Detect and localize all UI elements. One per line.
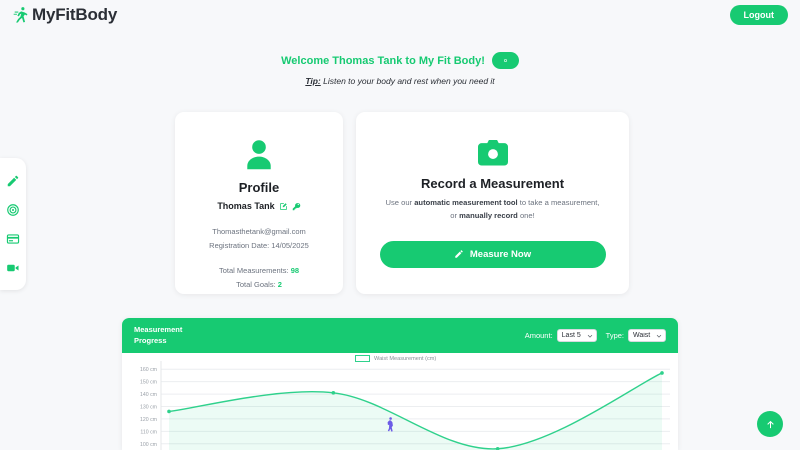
welcome-section: Welcome Thomas Tank to My Fit Body! Tip:… [0, 52, 800, 86]
profile-card-title: Profile [238, 180, 280, 195]
user-avatar-icon [247, 140, 271, 170]
chart-line-series [168, 372, 663, 450]
tip-row: Tip: Listen to your body and rest when y… [0, 76, 800, 86]
sidebar-item-video[interactable] [4, 259, 22, 277]
dashboard-cards: Profile Thomas Tank Thomasthetank@gmail.… [175, 112, 629, 294]
chart-ytick-labels: 160 cm 150 cm 140 cm 130 cm 120 cm 110 cm 100 … [140, 367, 157, 448]
measurement-progress-panel: Measurement Progress Amount: Last 5 Type… [122, 318, 678, 450]
ytick-label: 100 cm [140, 442, 157, 448]
ytick-label: 140 cm [140, 392, 157, 398]
chart-legend: Waist Measurement (cm) [355, 355, 436, 362]
desc-part-2: to take a measurement, or [450, 198, 600, 220]
data-point[interactable] [660, 371, 664, 375]
desc-bold-2: manually record [459, 210, 518, 220]
brand-logo[interactable]: MyFitBody [12, 5, 117, 25]
type-control: Type: Waist [606, 329, 666, 342]
tip-label: Tip: [305, 76, 321, 86]
ytick-label: 160 cm [140, 367, 157, 373]
profile-email: Thomasthetank@gmail.com [212, 227, 306, 236]
top-bar: MyFitBody Logout [0, 0, 800, 30]
ytick-label: 150 cm [140, 380, 157, 386]
chart-gridlines [161, 368, 670, 445]
record-measurement-description: Use our automatic measurement tool to ta… [370, 197, 615, 223]
scroll-to-top-button[interactable] [757, 411, 783, 437]
chart-title: Measurement Progress [134, 325, 183, 345]
data-point[interactable] [167, 409, 171, 414]
measure-now-button[interactable]: Measure Now [379, 240, 606, 268]
type-select[interactable]: Waist [628, 329, 666, 342]
cursor-avatar-icon [387, 417, 393, 432]
amount-control: Amount: Last 5 [525, 329, 597, 342]
desc-part-1: Use our [385, 198, 415, 207]
total-goals-row: Total Goals: 2 [189, 278, 329, 292]
chart-controls: Amount: Last 5 Type: Waist [525, 329, 666, 342]
record-measurement-card: Record a Measurement Use our automatic m… [356, 112, 629, 294]
chart-data-points[interactable] [167, 371, 664, 450]
profile-meta: Thomasthetank@gmail.com Registration Dat… [189, 225, 329, 253]
data-point[interactable] [495, 446, 500, 450]
profile-name-row: Thomas Tank [189, 201, 329, 211]
desc-bold-1: automatic measurement tool [414, 198, 518, 207]
welcome-title: Welcome Thomas Tank to My Fit Body! [281, 54, 485, 67]
profile-card: Profile Thomas Tank Thomasthetank@gmail.… [175, 112, 343, 294]
profile-stats: Total Measurements: 98 Total Goals: 2 [189, 264, 329, 292]
profile-registration-date: Registration Date: 14/05/2025 [209, 240, 309, 250]
tip-text: Listen to your body and rest when you ne… [323, 76, 495, 86]
record-measurement-title: Record a Measurement [420, 176, 565, 191]
chart-body: 160 cm 150 cm 140 cm 130 cm 120 cm 110 cm 100 … [122, 353, 678, 450]
total-measurements-label: Total Measurements: [218, 265, 289, 275]
total-goals-label: Total Goals: [236, 279, 276, 289]
chart-header: Measurement Progress Amount: Last 5 Type… [122, 318, 678, 353]
sidebar-item-measure[interactable] [4, 172, 22, 190]
sidebar-item-goals[interactable] [4, 201, 22, 219]
gear-icon [503, 59, 507, 62]
ytick-label: 110 cm [140, 429, 157, 435]
edit-square-icon[interactable] [279, 202, 288, 211]
total-goals-value: 2 [277, 279, 282, 289]
legend-swatch [355, 355, 370, 362]
data-point[interactable] [331, 391, 336, 395]
amount-label: Amount: [524, 331, 553, 340]
brand-name: MyFitBody [32, 5, 118, 24]
card-icon [6, 233, 20, 244]
left-sidebar [0, 158, 26, 290]
ytick-label: 120 cm [140, 417, 157, 423]
sidebar-item-records[interactable] [4, 230, 22, 248]
arrow-up-icon [766, 420, 774, 428]
ytick-label: 130 cm [140, 405, 157, 411]
legend-label: Waist Measurement (cm) [374, 355, 437, 362]
amount-select[interactable]: Last 5 [556, 329, 597, 342]
total-measurements-row: Total Measurements: 98 [189, 264, 329, 278]
video-camera-icon [7, 264, 19, 271]
chart-area-fill [169, 372, 662, 450]
running-person-icon [12, 6, 30, 24]
measure-now-label: Measure Now [469, 248, 532, 260]
pencil-icon [455, 250, 463, 259]
profile-name: Thomas Tank [217, 201, 275, 211]
total-measurements-value: 98 [290, 265, 300, 275]
key-icon[interactable] [292, 202, 301, 211]
type-label: Type: [605, 331, 624, 340]
desc-part-3: one! [517, 210, 535, 220]
logout-button[interactable]: Logout [729, 5, 788, 25]
camera-icon [477, 140, 508, 166]
settings-badge-button[interactable] [491, 52, 519, 69]
waist-measurement-line-chart[interactable]: 160 cm 150 cm 140 cm 130 cm 120 cm 110 cm 100 … [122, 353, 678, 450]
pencil-icon [7, 175, 19, 186]
target-icon [7, 203, 19, 216]
